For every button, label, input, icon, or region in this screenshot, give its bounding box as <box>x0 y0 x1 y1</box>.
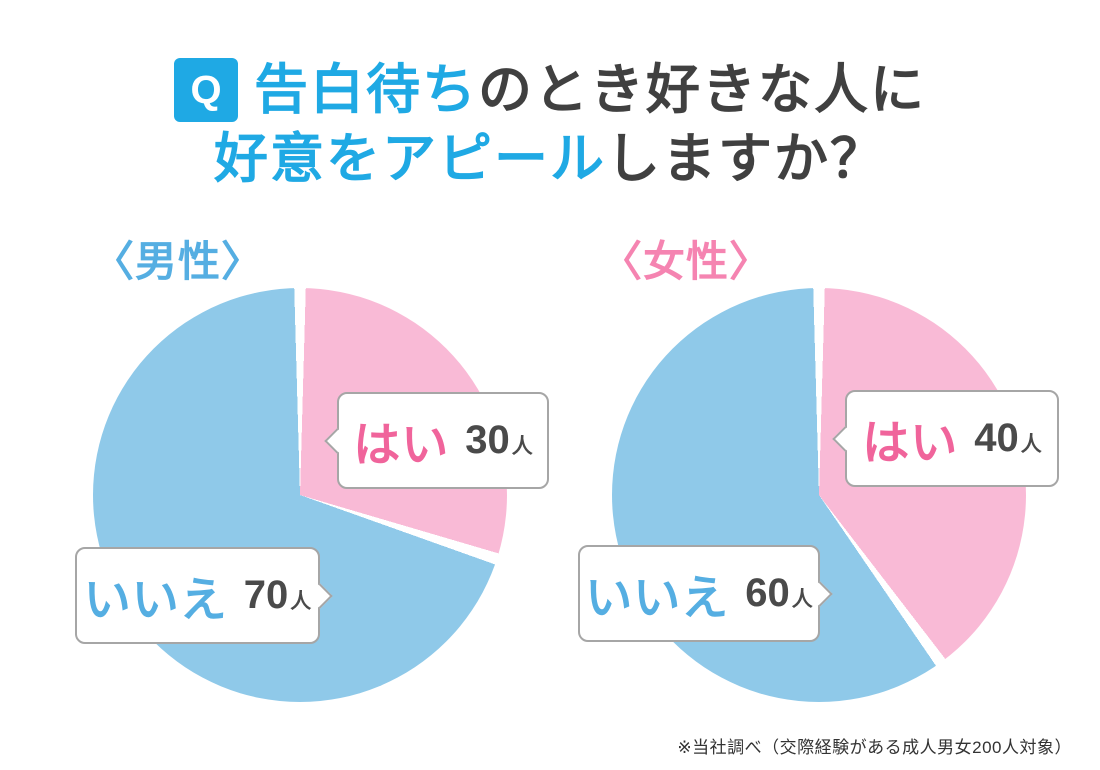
women-no-value: 60 人 <box>745 571 813 616</box>
page-title: Q 告白待ちのとき好きな人に 好意をアピールしますか？ <box>0 58 1100 192</box>
women-yes-callout: はい 40 人 <box>832 390 1059 487</box>
question-badge: Q <box>174 58 238 123</box>
men-no-value: 70 人 <box>244 573 312 618</box>
men-yes-value: 30 人 <box>465 418 533 463</box>
women-yes-value: 40 人 <box>974 416 1042 461</box>
survey-footnote: ※当社調べ（交際経験がある成人男女200人対象） <box>677 738 1072 757</box>
title-line-1: Q 告白待ちのとき好きな人に <box>174 58 926 123</box>
women-no-callout: いいえ 60 人 <box>578 545 833 642</box>
men-group-label: 〈男性〉 <box>92 238 265 285</box>
title-rest-1: のとき好きな人に <box>478 60 926 120</box>
title-line-2: 好意をアピールしますか？ <box>214 127 886 192</box>
women-yes-unit: 人 <box>1020 433 1042 456</box>
women-no-label: いいえ <box>585 571 730 624</box>
title-highlight-1: 告白待ち <box>254 60 478 120</box>
men-no-unit: 人 <box>290 590 312 613</box>
title-line-2-text: 好意をアピールしますか？ <box>214 127 886 192</box>
men-yes-unit: 人 <box>511 435 533 458</box>
title-highlight-2: 好意をアピール <box>214 128 606 189</box>
title-line-1-text: 告白待ちのとき好きな人に <box>254 58 926 123</box>
men-yes-count: 30 <box>465 418 510 462</box>
men-no-callout: いいえ 70 人 <box>75 547 333 644</box>
men-yes-label: はい <box>353 418 450 471</box>
women-no-unit: 人 <box>791 588 813 611</box>
men-no-count: 70 <box>243 573 289 617</box>
women-yes-label: はい <box>862 416 959 469</box>
men-no-label: いいえ <box>83 573 228 626</box>
women-group-label: 〈女性〉 <box>600 238 773 285</box>
women-yes-count: 40 <box>974 416 1019 460</box>
women-no-count: 60 <box>745 571 790 615</box>
title-rest-2: しますか？ <box>606 128 886 189</box>
men-yes-callout: はい 30 人 <box>324 392 549 489</box>
